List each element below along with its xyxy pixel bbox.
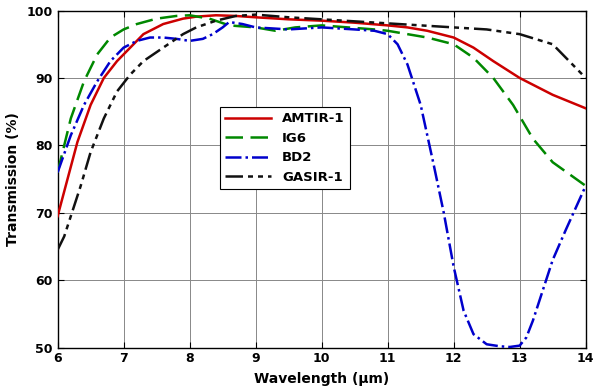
Legend: AMTIR-1, IG6, BD2, GASIR-1: AMTIR-1, IG6, BD2, GASIR-1 xyxy=(220,107,350,189)
Y-axis label: Transmission (%): Transmission (%) xyxy=(5,112,20,246)
X-axis label: Wavelength (μm): Wavelength (μm) xyxy=(254,372,389,387)
